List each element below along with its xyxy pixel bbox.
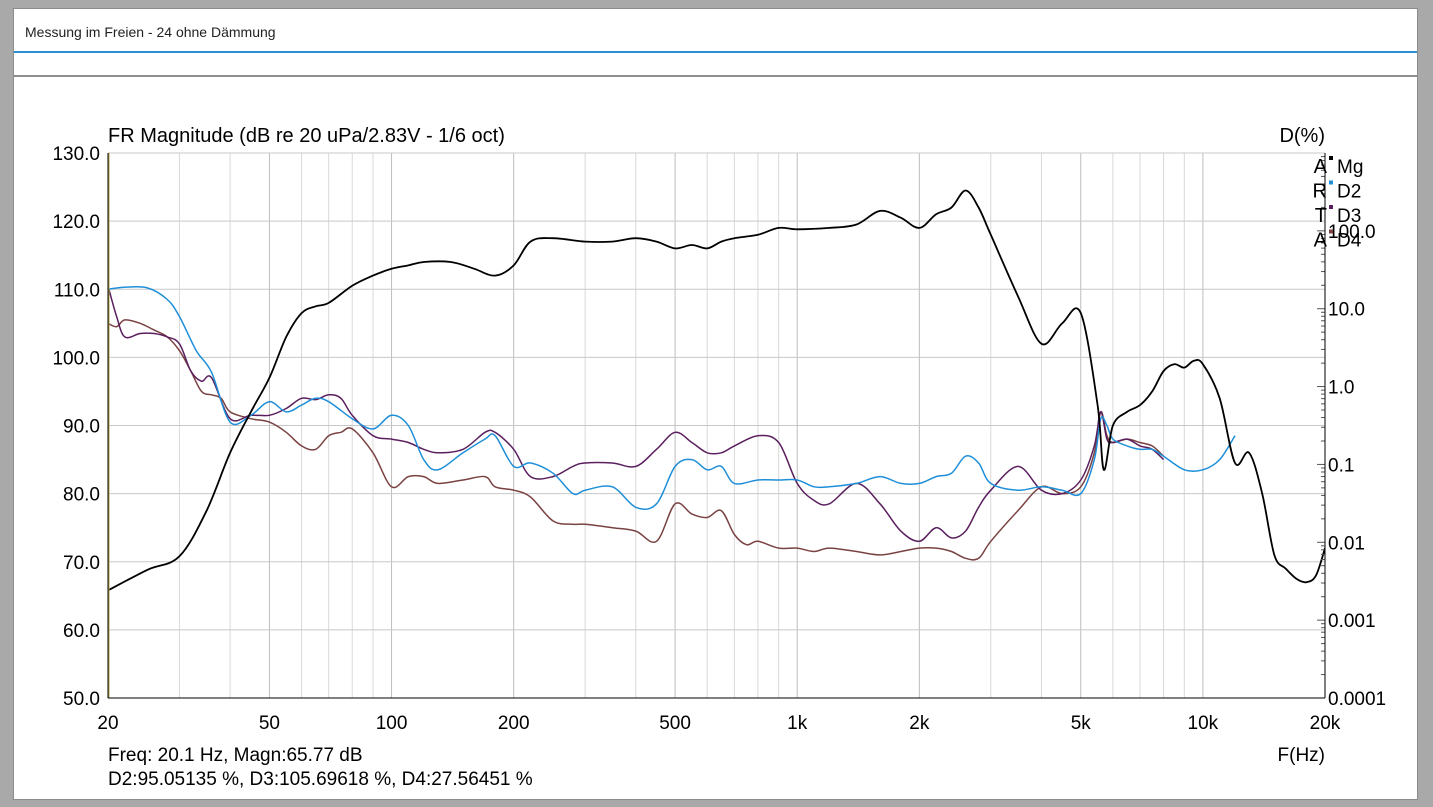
y-tick-label: 70.0 [63,553,100,574]
right-axis-label: D(%) [1279,125,1325,147]
legend-swatch [1329,229,1333,234]
y-tick-label: 60.0 [63,621,100,642]
x-tick-label: 1k [787,713,808,734]
arta-brand-letter: R [1313,181,1327,203]
series-line-d4 [108,319,1165,561]
x-axis-label: F(Hz) [1278,745,1325,766]
chart-grid [107,152,1326,699]
legend-swatch [1329,180,1333,185]
series-line-d2 [108,285,1236,510]
arta-brand-letter: A [1314,230,1328,252]
legend-entry: D2 [1337,182,1361,203]
x-tick-label: 500 [659,713,691,734]
y-right-tick-label: 10.0 [1328,300,1365,321]
series-line-mg [108,189,1325,592]
series-layer [108,189,1325,592]
y-tick-label: 90.0 [63,417,100,438]
y-right-tick-label: 0.001 [1328,611,1376,632]
x-tick-label: 10k [1188,713,1219,734]
chart-labels: 50.0 60.0 70.0 80.0 90.0 100.0 110.0 120.0 130.0… [52,125,1386,790]
y-tick-label: 50.0 [63,689,100,710]
legend-entry: D3 [1337,206,1361,227]
x-tick-label: 50 [259,713,280,734]
arta-brand-letter: T [1315,205,1327,227]
legend-entry: D4 [1337,231,1362,252]
y-tick-label: 120.0 [52,212,100,233]
y-right-tick-label: 100.0 [1328,222,1376,243]
chart-title: FR Magnitude (dB re 20 uPa/2.83V - 1/6 o… [108,125,505,147]
x-tick-label: 100 [376,713,408,734]
x-tick-label: 2k [909,713,930,734]
x-tick-label: 20k [1310,713,1341,734]
y-right-tick-label: 0.01 [1328,533,1365,554]
x-tick-label: 5k [1071,713,1092,734]
window-title: Messung im Freien - 24 ohne Dämmung [25,24,276,40]
x-tick-label: 20 [97,713,118,734]
y-tick-label: 110.0 [54,280,100,301]
arta-brand-letter: A [1314,156,1328,178]
y-tick-label: 100.0 [52,348,100,369]
y-right-tick-label: 0.1 [1328,455,1354,476]
y-tick-label: 80.0 [63,485,100,506]
legend-entry: Mg [1337,157,1363,178]
cursor-distortion-readout: D2:95.05135 %, D3:105.69618 %, D4:27.564… [108,769,533,790]
legend-swatch [1329,156,1333,160]
y-right-tick-label: 1.0 [1328,378,1354,399]
cursor-freq-readout: Freq: 20.1 Hz, Magn:65.77 dB [108,745,363,766]
chart-axes [107,153,1326,699]
toolbar-divider [14,75,1417,77]
y-tick-label: 130.0 [52,144,100,165]
window-titlebar: Messung im Freien - 24 ohne Dämmung [14,9,1417,53]
y-right-tick-label: 0.0001 [1328,689,1386,710]
x-tick-label: 200 [498,713,530,734]
legend-swatch [1329,205,1333,209]
